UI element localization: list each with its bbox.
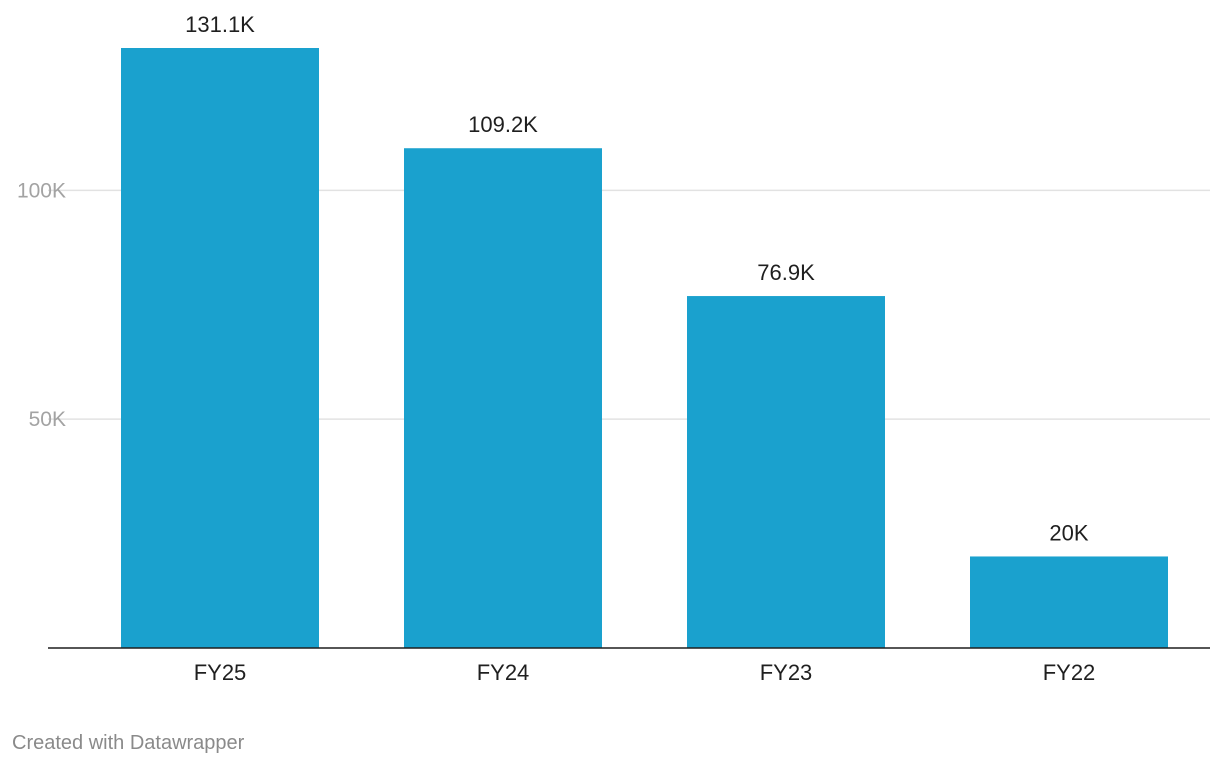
credit-footer: Created with Datawrapper [12,732,245,754]
bar-fy23 [687,296,885,648]
category-label: FY23 [760,660,813,685]
value-label: 76.9K [757,260,815,285]
y-axis-ticks: 50K 100K [17,179,66,431]
bar-fy22 [970,556,1168,648]
y-tick-label: 50K [29,408,66,431]
value-label: 109.2K [468,112,538,137]
value-labels: 131.1K 109.2K 76.9K 20K [185,12,1089,545]
y-tick-label: 100K [17,179,66,202]
category-label: FY25 [194,660,247,685]
bar-fy25 [121,48,319,648]
value-label: 131.1K [185,12,255,37]
value-label: 20K [1049,520,1088,545]
category-label: FY22 [1043,660,1096,685]
category-label: FY24 [477,660,530,685]
bar-fy24 [404,148,602,649]
category-labels: FY25 FY24 FY23 FY22 [194,660,1096,685]
bars [121,48,1168,649]
